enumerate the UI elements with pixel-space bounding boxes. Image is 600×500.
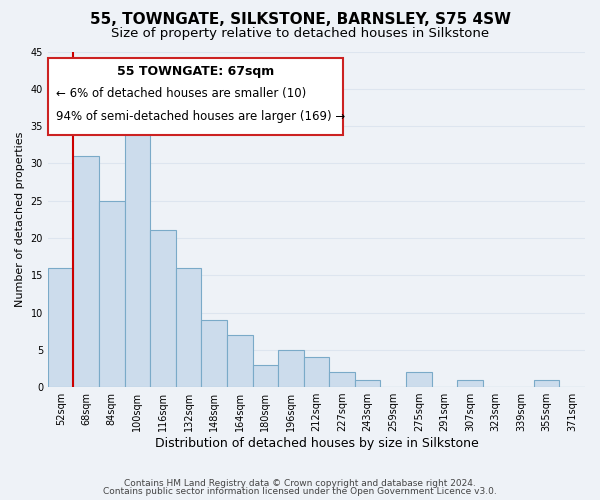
Bar [125,118,150,387]
Bar [150,230,176,387]
Text: 94% of semi-detached houses are larger (169) →: 94% of semi-detached houses are larger (… [56,110,345,123]
Bar [278,350,304,387]
Bar [99,200,125,387]
Bar [253,364,278,387]
Bar [227,335,253,387]
X-axis label: Distribution of detached houses by size in Silkstone: Distribution of detached houses by size … [155,437,478,450]
Bar [457,380,482,387]
Text: ← 6% of detached houses are smaller (10): ← 6% of detached houses are smaller (10) [56,86,306,100]
Text: 55 TOWNGATE: 67sqm: 55 TOWNGATE: 67sqm [117,65,274,78]
Bar [202,320,227,387]
Bar [304,358,329,387]
Text: Contains HM Land Registry data © Crown copyright and database right 2024.: Contains HM Land Registry data © Crown c… [124,478,476,488]
Text: Size of property relative to detached houses in Silkstone: Size of property relative to detached ho… [111,28,489,40]
FancyBboxPatch shape [48,58,343,136]
Bar [48,268,73,387]
Bar [329,372,355,387]
Bar [176,268,202,387]
Y-axis label: Number of detached properties: Number of detached properties [15,132,25,307]
Bar [406,372,431,387]
Bar [73,156,99,387]
Bar [355,380,380,387]
Bar [534,380,559,387]
Text: Contains public sector information licensed under the Open Government Licence v3: Contains public sector information licen… [103,487,497,496]
Text: 55, TOWNGATE, SILKSTONE, BARNSLEY, S75 4SW: 55, TOWNGATE, SILKSTONE, BARNSLEY, S75 4… [89,12,511,28]
